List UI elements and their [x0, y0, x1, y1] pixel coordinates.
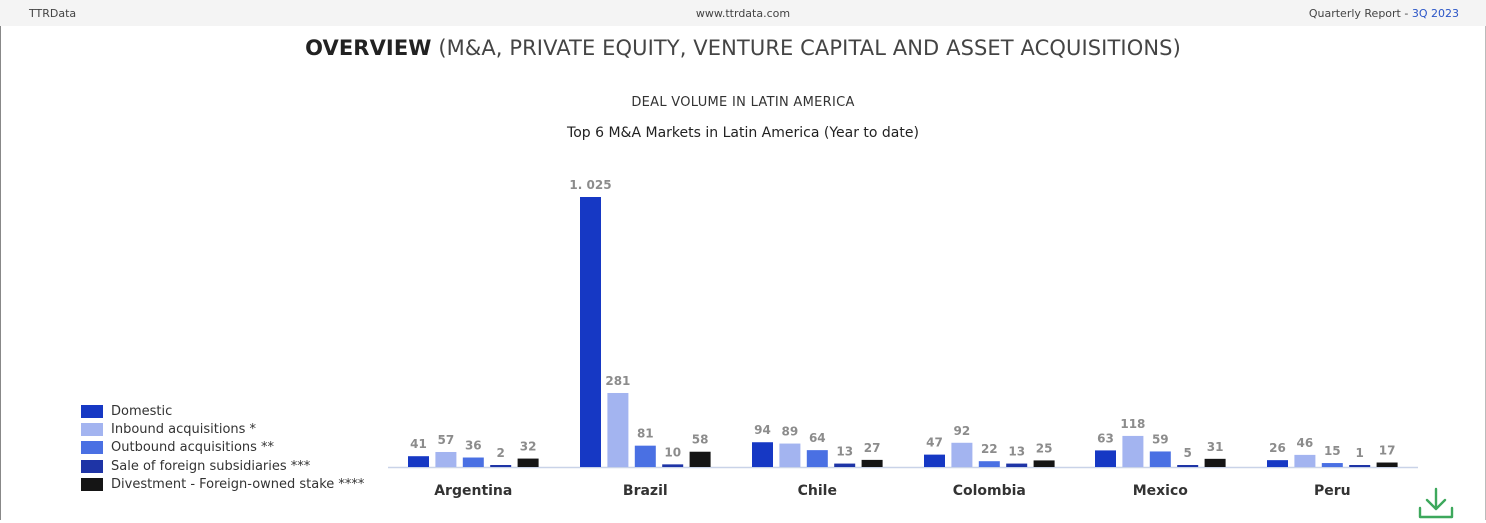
data-label-colombia-outbound-acquisitions: 22 [981, 442, 998, 456]
bar-argentina-sale-of-foreign-subsidiaries[interactable] [490, 465, 512, 467]
bar-peru-sale-of-foreign-subsidiaries[interactable] [1349, 465, 1371, 467]
x-tick-label-brazil: Brazil [623, 483, 668, 499]
legend-label: Divestment - Foreign-owned stake **** [111, 476, 365, 492]
data-label-argentina-domestic: 41 [410, 437, 427, 451]
frame-border-left [0, 26, 1, 520]
data-label-peru-outbound-acquisitions: 15 [1324, 444, 1341, 458]
x-tick-label-chile: Chile [798, 483, 837, 499]
data-label-brazil-outbound-acquisitions: 81 [637, 427, 654, 441]
bar-mexico-outbound-acquisitions[interactable] [1149, 451, 1171, 467]
data-label-mexico-inbound-acquisitions: 118 [1120, 417, 1145, 431]
data-label-argentina-sale-of-foreign-subsidiaries: 2 [497, 446, 505, 460]
bar-chile-divestment-foreign-owned-stake[interactable] [861, 459, 883, 467]
legend-swatch [81, 441, 103, 455]
legend-swatch [81, 477, 103, 491]
data-label-colombia-divestment-foreign-owned-stake: 25 [1036, 441, 1053, 455]
data-label-mexico-divestment-foreign-owned-stake: 31 [1207, 440, 1224, 454]
legend-swatch [81, 459, 103, 473]
brand-name: TTRData [29, 7, 77, 20]
data-label-brazil-domestic: 1. 025 [569, 178, 611, 192]
bar-argentina-divestment-foreign-owned-stake[interactable] [517, 458, 539, 467]
bar-mexico-domestic[interactable] [1095, 450, 1116, 467]
data-label-mexico-domestic: 63 [1097, 431, 1114, 445]
data-label-chile-inbound-acquisitions: 89 [782, 425, 799, 439]
bar-brazil-inbound-acquisitions[interactable] [607, 392, 629, 467]
bar-brazil-divestment-foreign-owned-stake[interactable] [689, 451, 711, 467]
chart-title: DEAL VOLUME IN LATIN AMERICA [631, 95, 855, 110]
legend-item-sale-of-foreign-subsidiaries[interactable]: Sale of foreign subsidiaries *** [81, 457, 364, 475]
data-label-colombia-domestic: 47 [926, 436, 943, 450]
data-label-brazil-sale-of-foreign-subsidiaries: 10 [664, 445, 681, 459]
data-label-chile-sale-of-foreign-subsidiaries: 13 [836, 445, 853, 459]
bar-argentina-outbound-acquisitions[interactable] [462, 457, 484, 467]
bar-brazil-domestic[interactable] [580, 197, 601, 467]
x-tick-label-colombia: Colombia [953, 483, 1026, 499]
download-icon[interactable] [1418, 487, 1454, 523]
legend-item-domestic[interactable]: Domestic [81, 402, 364, 420]
bar-chile-inbound-acquisitions[interactable] [779, 443, 801, 467]
legend-item-inbound-acquisitions[interactable]: Inbound acquisitions * [81, 420, 364, 438]
bar-chile-sale-of-foreign-subsidiaries[interactable] [834, 463, 856, 467]
report-label: Quarterly Report - 3Q 2023 [1309, 7, 1459, 20]
page-title-bold: OVERVIEW [305, 36, 432, 60]
data-label-chile-outbound-acquisitions: 64 [809, 431, 826, 445]
legend-label: Sale of foreign subsidiaries *** [111, 458, 311, 474]
data-label-argentina-divestment-foreign-owned-stake: 32 [520, 440, 537, 454]
bar-colombia-domestic[interactable] [924, 454, 945, 467]
bar-chile-domestic[interactable] [752, 442, 773, 467]
data-label-colombia-sale-of-foreign-subsidiaries: 13 [1008, 445, 1025, 459]
data-label-peru-sale-of-foreign-subsidiaries: 1 [1356, 446, 1364, 460]
chart-subtitle: Top 6 M&A Markets in Latin America (Year… [567, 125, 919, 141]
data-label-peru-divestment-foreign-owned-stake: 17 [1379, 444, 1396, 458]
data-label-peru-inbound-acquisitions: 46 [1297, 436, 1314, 450]
bar-peru-domestic[interactable] [1267, 460, 1288, 467]
bar-brazil-outbound-acquisitions[interactable] [634, 445, 656, 467]
bar-argentina-inbound-acquisitions[interactable] [435, 451, 457, 467]
report-period: 3Q 2023 [1411, 7, 1459, 20]
x-tick-label-peru: Peru [1314, 483, 1351, 499]
bar-mexico-divestment-foreign-owned-stake[interactable] [1204, 458, 1226, 467]
data-label-peru-domestic: 26 [1269, 441, 1286, 455]
legend-item-outbound-acquisitions[interactable]: Outbound acquisitions ** [81, 439, 364, 457]
x-tick-label-argentina: Argentina [434, 483, 512, 499]
legend-label: Outbound acquisitions ** [111, 440, 275, 456]
bar-brazil-sale-of-foreign-subsidiaries[interactable] [662, 464, 684, 467]
x-tick-label-mexico: Mexico [1133, 483, 1189, 499]
website-url: www.ttrdata.com [695, 7, 791, 20]
data-label-mexico-sale-of-foreign-subsidiaries: 5 [1184, 446, 1192, 460]
bar-mexico-sale-of-foreign-subsidiaries[interactable] [1177, 465, 1199, 467]
data-label-colombia-inbound-acquisitions: 92 [954, 424, 971, 438]
data-label-argentina-inbound-acquisitions: 57 [438, 433, 455, 447]
data-label-argentina-outbound-acquisitions: 36 [465, 439, 482, 453]
bar-colombia-inbound-acquisitions[interactable] [951, 442, 973, 467]
bar-argentina-domestic[interactable] [408, 456, 429, 467]
data-label-chile-domestic: 94 [754, 423, 771, 437]
bar-mexico-inbound-acquisitions[interactable] [1122, 435, 1144, 467]
legend-swatch [81, 404, 103, 418]
bar-peru-inbound-acquisitions[interactable] [1294, 454, 1316, 467]
legend-item-divestment-foreign-owned-stake[interactable]: Divestment - Foreign-owned stake **** [81, 475, 364, 493]
data-label-brazil-divestment-foreign-owned-stake: 58 [692, 433, 709, 447]
top-bar: TTRData www.ttrdata.com Quarterly Report… [0, 0, 1486, 26]
bar-colombia-sale-of-foreign-subsidiaries[interactable] [1006, 463, 1028, 467]
data-label-brazil-inbound-acquisitions: 281 [605, 374, 630, 388]
bar-chile-outbound-acquisitions[interactable] [806, 450, 828, 467]
bar-colombia-divestment-foreign-owned-stake[interactable] [1033, 460, 1055, 467]
chart-legend: Domestic Inbound acquisitions * Outbound a… [81, 402, 364, 493]
data-label-chile-divestment-foreign-owned-stake: 27 [864, 441, 881, 455]
legend-swatch [81, 422, 103, 436]
page-title: OVERVIEW (M&A, PRIVATE EQUITY, VENTURE C… [0, 36, 1486, 60]
bar-peru-outbound-acquisitions[interactable] [1321, 463, 1343, 467]
legend-label: Inbound acquisitions * [111, 421, 257, 437]
page-title-rest: (M&A, PRIVATE EQUITY, VENTURE CAPITAL AN… [431, 36, 1181, 60]
bar-colombia-outbound-acquisitions[interactable] [978, 461, 1000, 467]
data-label-mexico-outbound-acquisitions: 59 [1152, 432, 1169, 446]
bar-peru-divestment-foreign-owned-stake[interactable] [1376, 462, 1398, 467]
legend-label: Domestic [111, 403, 173, 419]
report-label-prefix: Quarterly Report - [1308, 7, 1412, 20]
